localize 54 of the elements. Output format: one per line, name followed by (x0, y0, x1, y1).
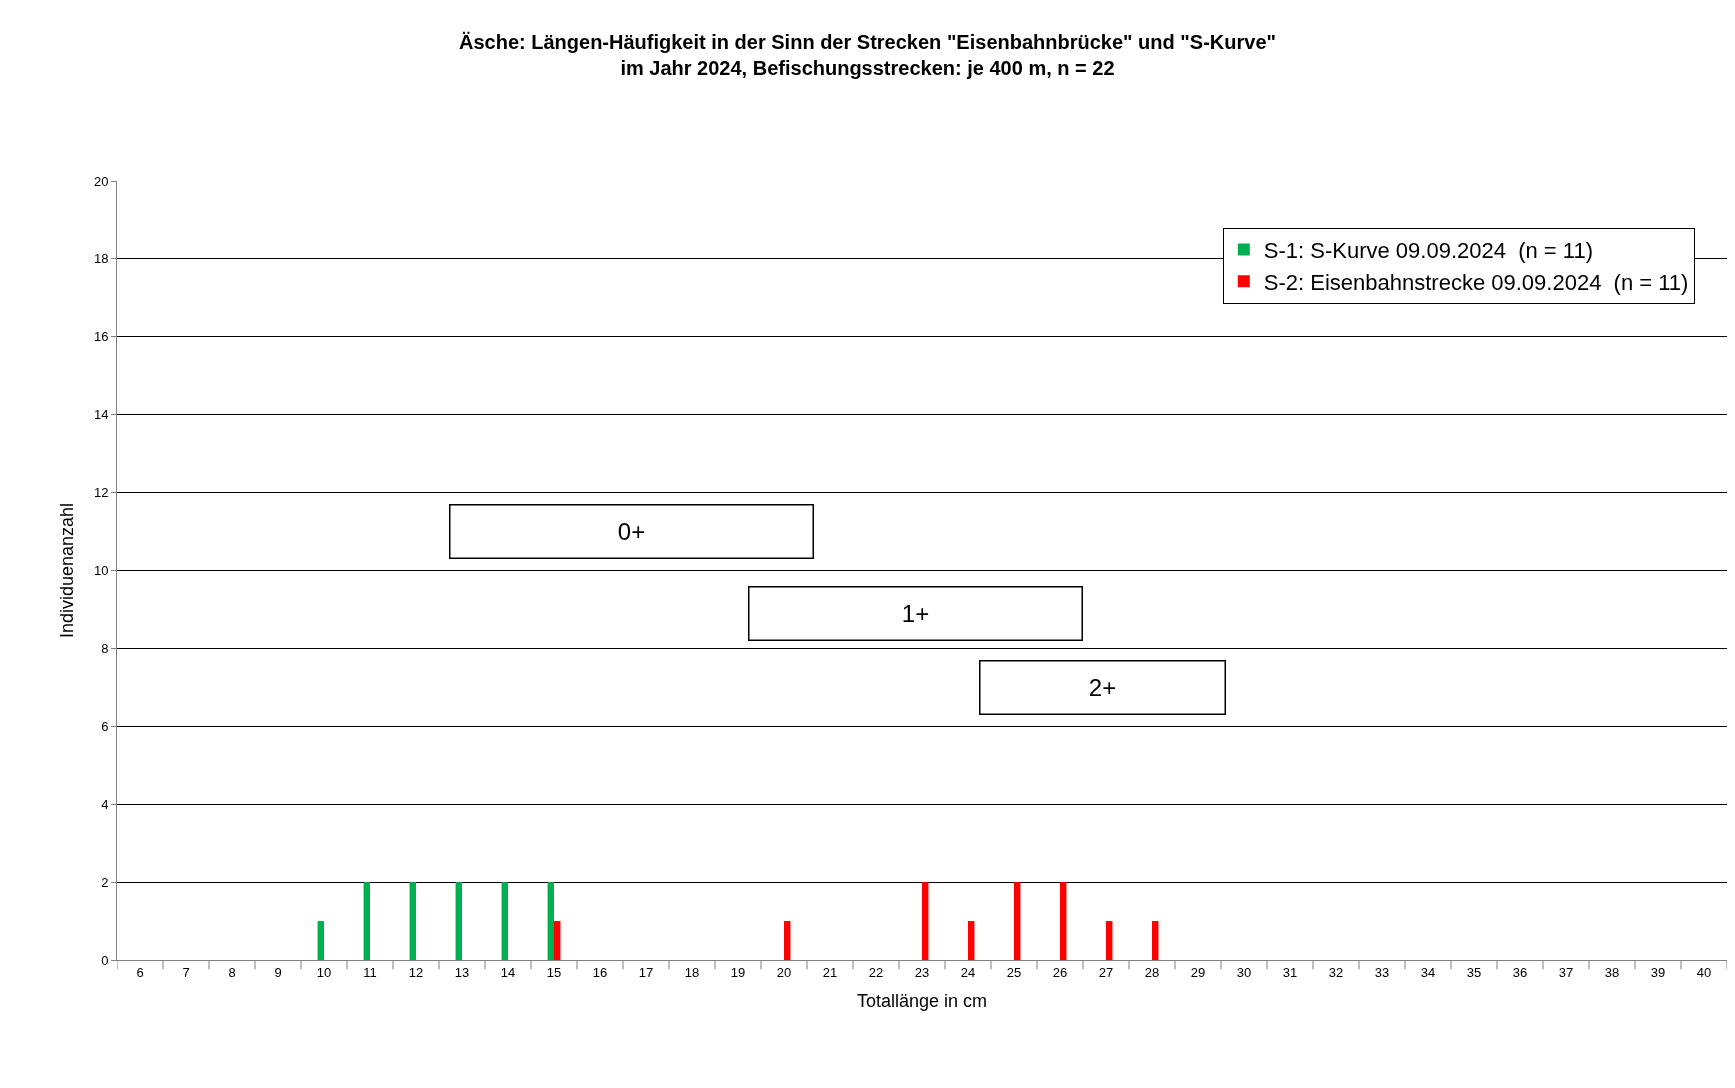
x-tick-label: 25 (1006, 964, 1022, 980)
x-tick-label: 38 (1604, 964, 1620, 980)
annotation: 0+ (617, 518, 646, 545)
x-tick-label: 35 (1466, 964, 1482, 980)
annotation: 1+ (901, 600, 930, 627)
x-tick-label: 13 (454, 964, 470, 980)
x-tick-label: 8 (228, 964, 236, 980)
x-tick-label: 6 (136, 964, 144, 980)
x-tick-label: 27 (1098, 964, 1114, 980)
x-tick-label: 10 (316, 964, 332, 980)
x-tick-label: 16 (592, 964, 608, 980)
y-tick-label: 4 (101, 796, 109, 812)
x-tick-label: 36 (1512, 964, 1528, 980)
x-tick-label: 15 (546, 964, 562, 980)
x-tick-label: 9 (274, 964, 282, 980)
x-tick-label: 17 (638, 964, 654, 980)
x-tick-label: 21 (822, 964, 838, 980)
y-tick-label: 2 (101, 874, 109, 890)
x-tick-label: 32 (1328, 964, 1344, 980)
x-tick-label: 40 (1696, 964, 1712, 980)
legend-label: S-1: S-Kurve 09.09.2024 (n = 11) (1263, 238, 1593, 264)
x-tick-label: 23 (914, 964, 930, 980)
y-tick-label: 0 (101, 952, 109, 968)
x-tick-label: 39 (1650, 964, 1666, 980)
annotation: 2+ (1088, 674, 1117, 701)
y-tick-label: 6 (101, 718, 109, 734)
x-tick-label: 34 (1420, 964, 1436, 980)
x-tick-label: 14 (500, 964, 516, 980)
y-axis-title: Individuenanzahl (57, 502, 78, 639)
x-tick-label: 28 (1144, 964, 1160, 980)
y-tick-label: 20 (93, 173, 109, 189)
y-tick-label: 14 (93, 407, 109, 423)
y-tick-label: 12 (93, 485, 109, 501)
chart-title: Äsche: Längen-Häufigkeit in der Sinn der Strecken "Eisenbahnbrücke" und "S-Kurve" im Jahr 2024, Befischungsstrecken: je 400 m, n = 22 (459, 30, 1276, 79)
legend-label: S-2: Eisenbahnstrecke 09.09.2024 (n = 11) (1263, 269, 1689, 295)
x-tick-label: 29 (1190, 964, 1206, 980)
x-tick-label: 24 (960, 964, 976, 980)
x-tick-label: 37 (1558, 964, 1574, 980)
x-tick-label: 11 (363, 964, 377, 980)
x-tick-label: 22 (868, 964, 884, 980)
y-tick-label: 16 (93, 329, 109, 345)
x-tick-label: 19 (730, 964, 746, 980)
x-axis-title: Totallänge in cm (856, 990, 988, 1011)
x-tick-label: 12 (408, 964, 424, 980)
y-tick-label: 18 (93, 251, 109, 267)
x-tick-label: 20 (776, 964, 792, 980)
x-tick-label: 33 (1374, 964, 1390, 980)
x-tick-label: 30 (1236, 964, 1252, 980)
y-tick-label: 10 (93, 563, 109, 579)
x-tick-label: 31 (1282, 964, 1298, 980)
x-tick-label: 18 (684, 964, 700, 980)
y-tick-label: 8 (101, 640, 109, 656)
x-tick-label: 7 (182, 964, 190, 980)
x-tick-label: 26 (1052, 964, 1068, 980)
